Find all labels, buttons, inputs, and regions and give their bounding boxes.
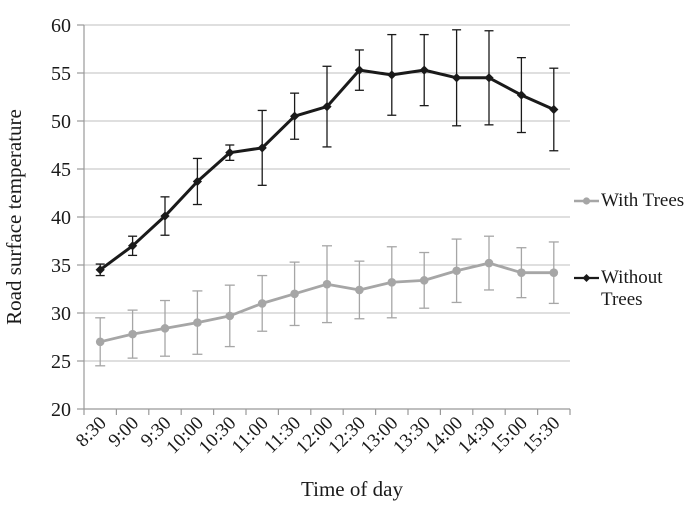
x-tick-label: 11:00	[228, 413, 273, 458]
y-tick-label: 35	[51, 255, 71, 277]
data-point-marker	[160, 211, 170, 221]
data-point-marker	[95, 337, 105, 347]
series-with-trees	[95, 235, 559, 367]
data-point-marker	[484, 258, 494, 268]
x-tick-label: 10:30	[195, 413, 240, 458]
y-tick-label: 45	[51, 159, 71, 181]
data-point-marker	[290, 111, 300, 121]
data-point-marker	[192, 176, 202, 187]
x-tick-label: 9:00	[104, 413, 143, 452]
data-point-marker	[452, 266, 461, 276]
data-point-marker	[128, 241, 138, 251]
data-point-marker	[516, 90, 526, 100]
without-trees-line-marker-icon	[574, 274, 599, 282]
data-point-marker	[549, 268, 559, 277]
data-point-marker	[387, 277, 397, 287]
x-tick-label: 15:30	[519, 413, 564, 458]
legend-label-with-trees: With Trees	[601, 190, 685, 211]
legend-item-with-trees: With Trees	[574, 190, 684, 212]
data-point-marker	[225, 148, 235, 158]
data-point-marker	[549, 104, 559, 115]
data-point-marker	[355, 285, 364, 295]
y-tick-label: 40	[51, 207, 71, 229]
x-tick-label: 8:30	[72, 413, 111, 452]
x-tick-label: 13:00	[357, 413, 402, 458]
x-tick-label: 14:30	[454, 413, 499, 458]
x-tick-label: 10:00	[162, 413, 207, 458]
data-point-marker	[484, 73, 494, 83]
y-axis-title: Road surface temperature	[2, 109, 26, 325]
legend-label-without-trees: Without Trees	[601, 267, 663, 310]
y-tick-label: 60	[51, 15, 71, 37]
y-tick-label: 25	[51, 351, 71, 373]
data-point-marker	[193, 318, 202, 327]
data-point-marker	[257, 143, 267, 153]
data-point-marker	[160, 324, 170, 333]
data-point-marker	[517, 268, 526, 277]
data-point-marker	[452, 73, 462, 83]
data-point-marker	[225, 311, 235, 321]
data-point-marker	[128, 329, 137, 339]
data-point-marker	[95, 265, 105, 275]
plot-area: 2025303540455055608:309:009:3010:0010:30…	[51, 15, 571, 458]
y-tick-label: 50	[51, 111, 71, 133]
without-trees-legend-diamond	[582, 274, 591, 282]
with-trees-line-marker-icon	[574, 197, 599, 205]
data-point-marker	[290, 289, 299, 299]
legend-item-without-trees: Without Trees	[574, 267, 681, 311]
y-tick-label: 30	[51, 303, 71, 325]
x-tick-label: 12:30	[324, 413, 369, 458]
data-point-marker	[354, 65, 364, 75]
x-tick-label: 15:00	[486, 413, 531, 458]
x-tick-label: 14:00	[422, 413, 467, 458]
x-tick-label: 12:00	[292, 413, 337, 458]
data-point-marker	[419, 65, 429, 75]
data-point-marker	[419, 276, 429, 285]
y-tick-label: 20	[51, 399, 71, 421]
data-point-marker	[322, 102, 332, 112]
series-without-trees	[95, 29, 559, 277]
y-tick-label: 55	[51, 63, 71, 85]
data-point-marker	[257, 299, 267, 308]
x-tick-label: 13:30	[389, 413, 434, 458]
data-point-marker	[387, 70, 397, 80]
data-point-marker	[322, 279, 332, 289]
with-trees-legend-circle	[582, 197, 591, 205]
x-axis-title: Time of day	[301, 477, 403, 501]
